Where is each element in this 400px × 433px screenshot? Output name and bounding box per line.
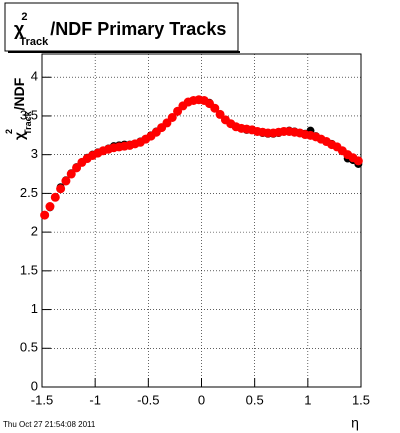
- data-point: [61, 176, 71, 186]
- x-tick-label: 0: [198, 392, 205, 407]
- y-tick-label: 3.5: [20, 107, 38, 122]
- title-sub: Track: [20, 36, 50, 48]
- data-point: [167, 113, 177, 123]
- title-rest: /NDF Primary Tracks: [50, 19, 226, 39]
- timestamp: Thu Oct 27 21:54:08 2011: [3, 420, 96, 429]
- y-axis-label: χ2 Track/NDF: [4, 77, 33, 140]
- data-point: [45, 202, 55, 212]
- title-box: [4, 2, 239, 52]
- data-point: [66, 169, 76, 179]
- x-tick-label: -0.5: [137, 392, 159, 407]
- y-label-rest: /NDF: [11, 77, 27, 110]
- data-point: [40, 210, 50, 220]
- title-shadow: [8, 51, 240, 53]
- plot-frame: [41, 53, 362, 388]
- y-label-sub: Track: [23, 110, 33, 135]
- title-sup: 2: [21, 11, 27, 23]
- data-point: [50, 192, 60, 202]
- data-point: [353, 156, 363, 166]
- y-tick-label: 3: [31, 146, 38, 161]
- x-axis-label: η: [351, 415, 359, 431]
- y-tick-label: 0.5: [20, 340, 38, 355]
- x-tick-label: 1.5: [352, 392, 370, 407]
- x-tick-label: -1: [89, 392, 101, 407]
- y-tick-label: 0: [31, 378, 38, 393]
- title-symbol: χ: [14, 19, 25, 39]
- y-label-sup: 2: [4, 129, 14, 134]
- data-point: [56, 184, 66, 194]
- y-tick-label: 4: [31, 69, 38, 84]
- x-tick-label: 1: [304, 392, 311, 407]
- y-tick-label: 2: [31, 224, 38, 239]
- x-tick-label: -1.5: [31, 392, 53, 407]
- data-point: [210, 103, 220, 113]
- y-tick-label: 2.5: [20, 185, 38, 200]
- chart-title: χ2 Track/NDF Primary Tracks: [14, 11, 226, 48]
- y-tick-label: 1: [31, 301, 38, 316]
- y-label-symbol: χ: [11, 132, 27, 140]
- x-tick-label: 0.5: [246, 392, 264, 407]
- y-tick-label: 1.5: [20, 262, 38, 277]
